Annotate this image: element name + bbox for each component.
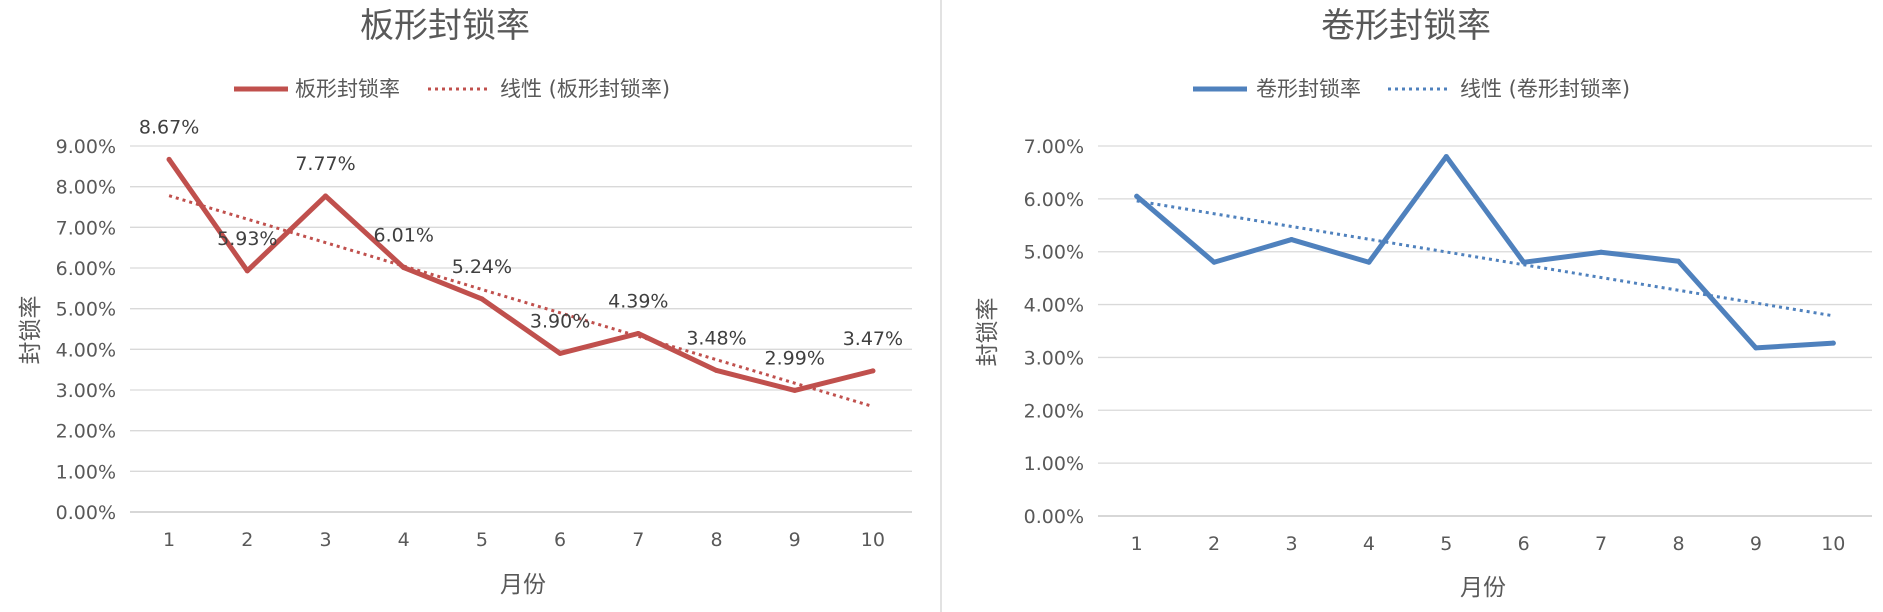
legend-trendline-label: 线性 (卷形封锁率) [1460, 77, 1630, 101]
x-tick-label: 1 [163, 529, 175, 551]
x-axis-title: 月份 [1460, 575, 1506, 601]
data-point [1366, 259, 1372, 265]
data-point [1753, 345, 1759, 351]
x-tick-label: 2 [1208, 533, 1220, 555]
data-label: 3.90% [530, 310, 590, 332]
x-tick-label: 6 [554, 529, 566, 551]
data-label: 6.01% [374, 225, 434, 247]
data-labels: 8.67% 5.93% 7.77% 6.01% 5.24% 3.90% 4.39% 3.48%… [139, 116, 903, 369]
series-polyline [1134, 154, 1836, 351]
x-tick-label: 6 [1518, 533, 1530, 555]
y-tick-label: 1.00% [56, 461, 116, 483]
legend: 卷形封锁率 线性 (卷形封锁率) [1193, 77, 1630, 101]
y-tick-label: 0.00% [1024, 506, 1084, 528]
y-axis: 0.00% 1.00% 2.00% 3.00% 4.00% 5.00% 6.00% 7.00% [1024, 136, 1084, 528]
data-label: 5.24% [452, 256, 512, 278]
data-point [870, 368, 876, 374]
data-point [1134, 193, 1140, 199]
x-tick-label: 8 [1672, 533, 1684, 555]
y-tick-label: 6.00% [1024, 189, 1084, 211]
legend-series-label: 板形封锁率 [295, 77, 400, 101]
series-polyline [166, 156, 876, 393]
x-tick-label: 7 [1595, 533, 1607, 555]
legend-trendline-label: 线性 (板形封锁率) [500, 77, 670, 101]
series-line [1134, 154, 1836, 351]
x-tick-label: 1 [1131, 533, 1143, 555]
y-axis-title: 封锁率 [18, 296, 44, 365]
y-tick-label: 1.00% [1024, 453, 1084, 475]
gridlines [1098, 145, 1872, 517]
x-tick-label: 9 [1750, 533, 1762, 555]
y-tick-label: 7.00% [56, 217, 116, 239]
data-point [244, 268, 250, 274]
data-point [1830, 340, 1836, 346]
x-tick-label: 4 [398, 529, 410, 551]
x-tick-label: 7 [632, 529, 644, 551]
x-tick-label: 3 [1285, 533, 1297, 555]
data-point [1676, 258, 1681, 264]
data-point [479, 296, 485, 302]
y-tick-label: 2.00% [1024, 400, 1084, 422]
x-tick-label: 9 [789, 529, 801, 551]
chart-title: 卷形封锁率 [1321, 6, 1491, 46]
data-label: 7.77% [295, 153, 355, 175]
gridlines [130, 145, 912, 513]
y-axis-title: 封锁率 [975, 298, 1001, 367]
y-axis: 0.00% 1.00% 2.00% 3.00% 4.00% 5.00% 6.00% 7.00%… [56, 136, 116, 524]
x-tick-label: 5 [1440, 533, 1452, 555]
data-point [1211, 259, 1217, 265]
y-tick-label: 7.00% [1024, 136, 1084, 158]
x-tick-label: 2 [241, 529, 253, 551]
data-label: 8.67% [139, 116, 199, 138]
data-point [792, 387, 798, 393]
data-point [1289, 237, 1294, 243]
y-tick-label: 2.00% [56, 421, 116, 443]
data-point [323, 193, 328, 199]
data-point [166, 156, 172, 162]
y-tick-label: 4.00% [56, 339, 116, 361]
data-label: 2.99% [765, 347, 825, 369]
trendline [1136, 199, 1834, 318]
data-label: 4.39% [608, 290, 668, 312]
x-axis: 1 2 3 4 5 6 7 8 9 10 [163, 529, 885, 551]
x-tick-label: 3 [319, 529, 331, 551]
x-tick-label: 10 [1821, 533, 1845, 555]
data-label: 3.48% [686, 327, 746, 349]
trendline-path [1136, 199, 1834, 318]
x-axis: 1 2 3 4 5 6 7 8 9 10 [1131, 533, 1846, 555]
y-tick-label: 6.00% [56, 258, 116, 280]
x-tick-label: 4 [1363, 533, 1375, 555]
y-tick-label: 4.00% [1024, 295, 1084, 317]
series-line [166, 156, 876, 393]
data-point [401, 265, 407, 271]
data-point [635, 330, 641, 336]
x-tick-label: 5 [476, 529, 488, 551]
y-tick-label: 9.00% [56, 136, 116, 158]
data-point [557, 350, 563, 356]
y-tick-label: 5.00% [56, 299, 116, 321]
data-label: 5.93% [217, 228, 277, 250]
chart-coil-shape-lock-rate: 卷形封锁率 卷形封锁率 线性 (卷形封锁率) 0.00% 1.00% 2.00% 3.… [975, 6, 1872, 601]
y-tick-label: 3.00% [1024, 347, 1084, 369]
y-tick-label: 8.00% [56, 177, 116, 199]
legend: 板形封锁率 线性 (板形封锁率) [234, 77, 670, 101]
x-axis-title: 月份 [500, 572, 546, 598]
data-point [1443, 154, 1449, 160]
data-point [714, 367, 719, 373]
chart-plate-shape-lock-rate: 板形封锁率 板形封锁率 线性 (板形封锁率) 0.00% 1.00% 2.00% 3.… [18, 6, 912, 598]
y-tick-label: 0.00% [56, 502, 116, 524]
data-point [1598, 249, 1604, 255]
y-tick-label: 5.00% [1024, 242, 1084, 264]
chart-title: 板形封锁率 [360, 6, 530, 46]
y-tick-label: 3.00% [56, 380, 116, 402]
x-tick-label: 10 [861, 529, 885, 551]
x-tick-label: 8 [710, 529, 722, 551]
legend-series-label: 卷形封锁率 [1256, 77, 1361, 101]
data-point [1521, 259, 1527, 265]
data-label: 3.47% [843, 328, 903, 350]
